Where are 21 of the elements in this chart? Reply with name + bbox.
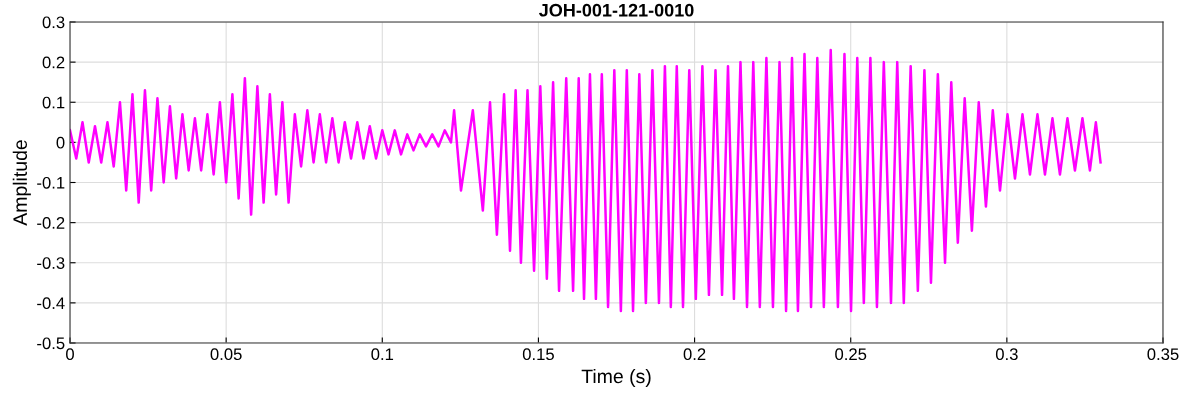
- x-tick-label: 0.1: [371, 348, 394, 361]
- x-tick-label: 0.3: [995, 348, 1018, 361]
- y-tick-label: -0.2: [37, 217, 65, 229]
- y-tick-label: 0: [56, 136, 65, 149]
- y-tick-label: 0.1: [42, 96, 65, 109]
- x-tick-label: 0.15: [522, 348, 554, 361]
- x-tick-label: 0.2: [683, 348, 706, 361]
- y-tick-label: -0.4: [37, 297, 65, 310]
- y-tick-label: -0.5: [37, 337, 65, 350]
- y-tick-label: 0.3: [42, 16, 65, 29]
- x-tick-label: 0.05: [210, 348, 242, 361]
- chart-title: JOH-001-121-0010: [538, 3, 694, 17]
- y-tick-label: 0.2: [42, 56, 65, 69]
- x-axis-title: Time (s): [581, 368, 651, 388]
- x-tick-label: 0.35: [1147, 348, 1179, 361]
- y-tick-label: -0.3: [37, 257, 65, 269]
- y-axis-title: Amplitude: [12, 140, 31, 226]
- line-series: [70, 48, 1102, 313]
- x-tick-label: 0: [66, 348, 74, 361]
- x-tick-label: 0.25: [835, 348, 867, 361]
- y-tick-label: -0.1: [37, 176, 65, 189]
